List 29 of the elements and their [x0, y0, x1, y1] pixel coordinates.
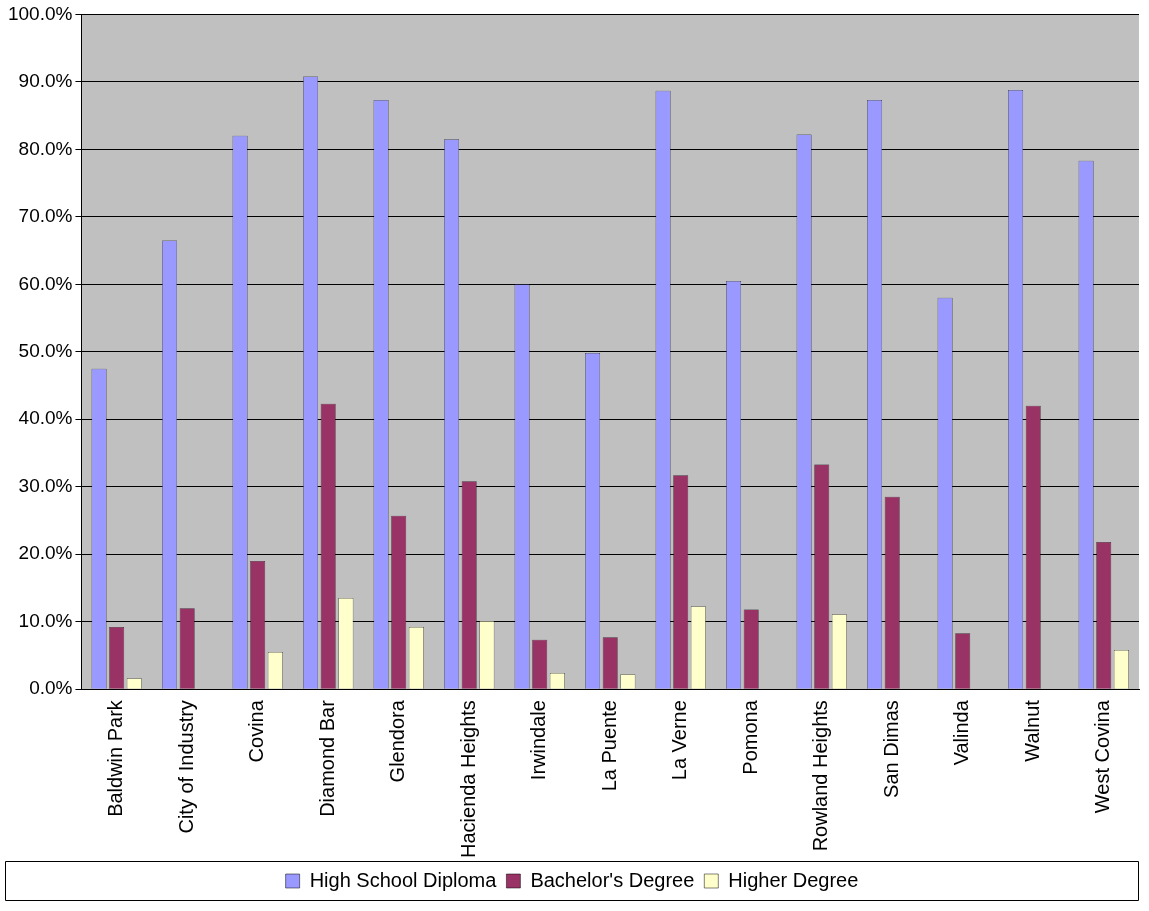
y-tick-label: 90.0% [18, 70, 73, 92]
x-tick-label: Glendora [386, 699, 409, 783]
y-tick-label: 80.0% [18, 137, 73, 159]
y-tick-label: 70.0% [18, 205, 73, 227]
x-tick-label: Irwindale [527, 700, 550, 781]
y-tick-label: 10.0% [18, 609, 73, 631]
y-tick-label: 20.0% [18, 542, 73, 564]
x-tick-label: City of Industry [174, 700, 197, 834]
x-tick-label: Walnut [1020, 699, 1043, 762]
x-tick-label: Baldwin Park [104, 699, 127, 817]
x-tick-label: Covina [245, 699, 268, 763]
x-tick-label: West Covina [1091, 699, 1114, 814]
x-tick-label: Rowland Heights [809, 700, 832, 852]
y-tick-label: 50.0% [18, 340, 73, 361]
legend-label: Higher Degree [728, 868, 859, 891]
y-tick-label: 0.0% [29, 677, 73, 699]
y-tick-label: 100.0% [7, 2, 73, 24]
legend-label: Bachelor's Degree [530, 868, 695, 891]
x-tick-label: Valinda [950, 699, 973, 766]
y-tick-label: 30.0% [18, 474, 73, 496]
y-tick-label: 40.0% [18, 407, 73, 429]
x-tick-label: La Puente [597, 700, 620, 792]
x-tick-label: San Dimas [879, 700, 902, 798]
x-tick-label: Diamond Bar [315, 699, 338, 817]
x-tick-label: Hacienda Heights [456, 700, 479, 858]
x-tick-label: Pomona [738, 699, 761, 775]
legend-label: High School Diploma [309, 868, 498, 891]
x-tick-label: La Verne [668, 700, 691, 781]
y-tick-label: 60.0% [18, 272, 73, 294]
